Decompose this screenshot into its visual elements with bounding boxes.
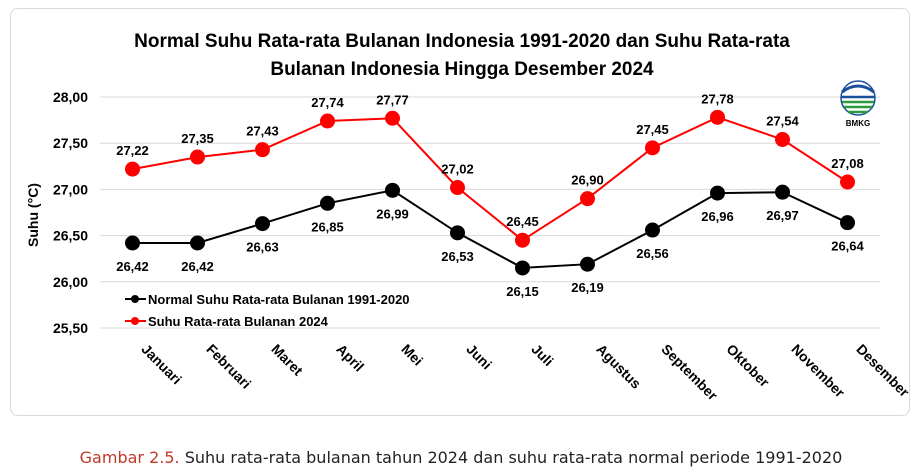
x-tick-label: April [333,341,367,375]
data-label: 27,35 [181,131,214,146]
bmkg-logo: BMKG [836,78,880,128]
data-label: 26,53 [441,249,474,264]
data-point [840,215,855,231]
data-label: 27,45 [636,122,669,137]
data-label: 26,85 [311,219,344,234]
y-tick-label: 26,00 [53,274,88,290]
data-point [255,142,270,158]
y-axis-ticks: 25,50 26,00 26,50 27,00 27,50 28,00 [53,89,88,336]
data-label: 26,56 [636,246,669,261]
data-point [190,149,205,165]
data-point [320,113,335,129]
legend-label: Normal Suhu Rata-rata Bulanan 1991-2020 [148,292,410,307]
data-label: 27,02 [441,162,474,177]
data-point [125,161,140,177]
legend-marker [131,317,139,325]
data-label: 26,63 [246,240,279,255]
x-axis-ticks: Januari Februari Maret April Mei Juni Juli Agus… [138,341,913,404]
data-point [580,191,595,207]
data-point [385,182,400,198]
x-tick-label: Februari [203,341,254,392]
x-tick-label: Desember [853,341,913,401]
data-label: 27,43 [246,124,279,139]
data-point [450,225,465,241]
series-line [132,189,848,269]
bmkg-logo-icon: BMKG [840,80,876,128]
data-point [775,132,790,148]
data-label: 26,45 [506,214,539,229]
data-label: 27,22 [116,143,149,158]
data-point [710,109,725,125]
data-label: 26,99 [376,206,409,221]
legend: Normal Suhu Rata-rata Bulanan 1991-2020 S… [125,292,410,329]
line-chart: Normal Suhu Rata-rata Bulanan Indonesia … [25,31,913,404]
data-point [515,260,530,276]
gridlines [100,96,880,329]
x-tick-label: Juli [528,341,556,369]
x-tick-label: November [788,341,848,401]
data-label: 26,42 [181,259,214,274]
chart-frame [10,8,910,416]
chart-title-line1: Normal Suhu Rata-rata Bulanan Indonesia … [134,31,790,52]
data-label: 26,97 [766,208,799,223]
data-label: 26,96 [701,209,734,224]
x-tick-label: Oktober [723,341,773,391]
x-tick-label: Januari [138,341,185,388]
caption-text: Suhu rata-rata bulanan tahun 2024 dan su… [179,448,843,467]
data-point [385,110,400,126]
data-label: 27,54 [766,114,799,129]
data-label: 27,74 [311,95,344,110]
bmkg-logo-text: BMKG [846,119,870,128]
y-tick-label: 28,00 [53,89,88,105]
data-label: 26,90 [571,173,604,188]
data-label: 27,08 [831,156,864,171]
data-label: 26,15 [506,284,539,299]
legend-label: Suhu Rata-rata Bulanan 2024 [148,314,329,329]
data-point [580,256,595,272]
y-tick-label: 25,50 [53,320,88,336]
data-point [190,235,205,251]
data-point [320,195,335,211]
series-points [125,109,855,276]
data-label: 26,64 [831,239,864,254]
data-point [255,216,270,232]
data-point [515,232,530,248]
caption-label: Gambar 2.5. [79,448,180,467]
data-point [645,222,660,238]
data-point [840,174,855,190]
x-tick-label: Maret [268,341,306,379]
legend-marker [131,295,139,303]
chart-title-line2: Bulanan Indonesia Hingga Desember 2024 [270,59,654,80]
data-labels: 26,42 26,42 26,63 26,85 26,99 26,53 26,15 26,19… [116,91,864,299]
x-tick-label: Agustus [593,341,644,392]
series-line [132,116,849,242]
data-label: 26,19 [571,280,604,295]
x-tick-label: Mei [398,341,426,369]
series-lines [132,116,849,269]
y-tick-label: 27,50 [53,135,88,151]
x-tick-label: Juni [463,341,495,373]
figure-caption: Gambar 2.5. Suhu rata-rata bulanan tahun… [0,448,922,467]
data-label: 27,77 [376,92,409,107]
y-tick-label: 27,00 [53,181,88,197]
data-point [450,180,465,196]
y-tick-label: 26,50 [53,228,88,244]
y-axis-label: Suhu (°C) [25,183,41,247]
x-tick-label: September [658,341,721,404]
data-point [710,185,725,201]
data-label: 27,78 [701,91,734,106]
data-label: 26,42 [116,259,149,274]
data-point [125,235,140,251]
data-point [645,140,660,156]
data-point [775,184,790,200]
